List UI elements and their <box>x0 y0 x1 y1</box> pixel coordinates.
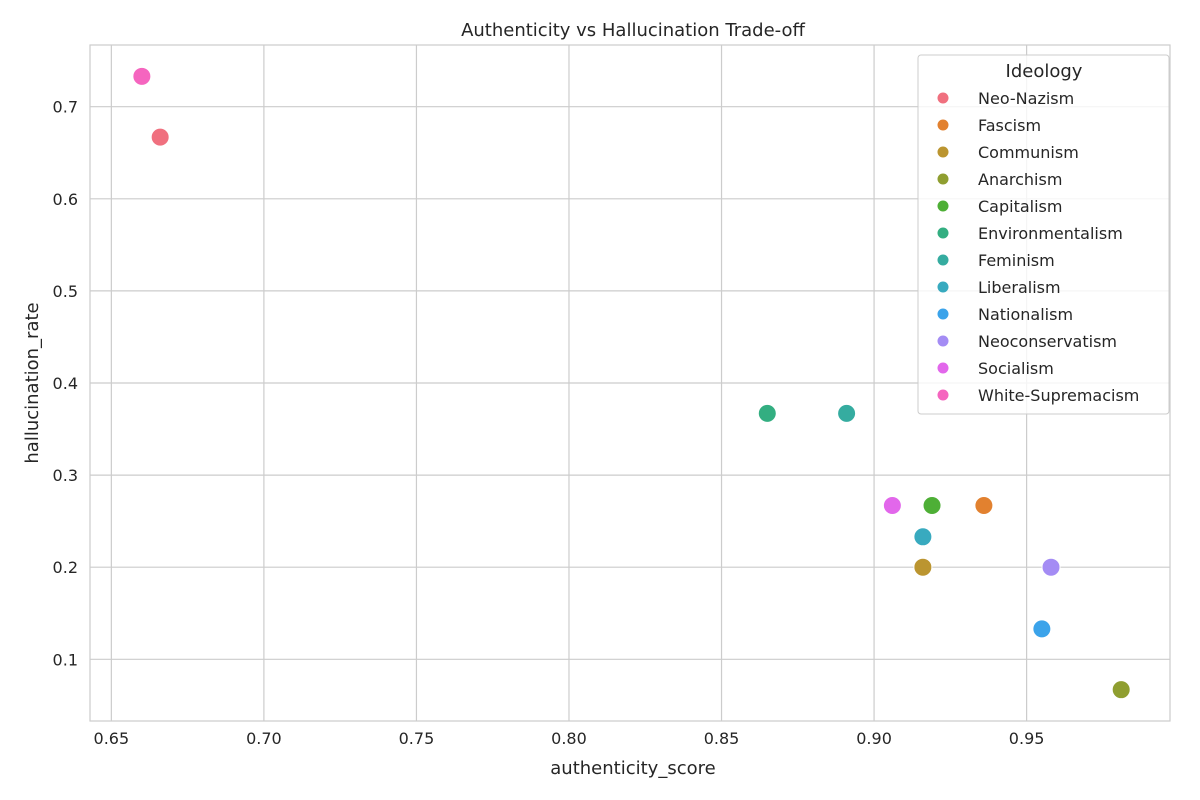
data-point-feminism <box>837 403 857 423</box>
x-tick-label: 0.80 <box>551 729 587 748</box>
legend-entry: Communism <box>978 143 1079 162</box>
legend: Ideology Neo-Nazism Fascism Communism Anarc… <box>917 54 1170 415</box>
y-tick-label: 0.6 <box>53 190 78 209</box>
legend-marker <box>937 173 949 185</box>
y-tick-label: 0.5 <box>53 282 78 301</box>
legend-marker <box>937 362 949 374</box>
legend-marker <box>937 119 949 131</box>
tick-labels: 0.65 0.70 0.75 0.80 0.85 0.90 0.95 0.1 0.2 0.3 0.4… <box>53 98 1045 748</box>
legend-entry: Feminism <box>978 251 1055 270</box>
data-point-liberalism <box>913 527 933 547</box>
data-point-neoconservatism <box>1041 557 1061 577</box>
y-tick-label: 0.4 <box>53 374 78 393</box>
y-tick-label: 0.3 <box>53 466 78 485</box>
legend-marker <box>937 281 949 293</box>
legend-marker <box>937 335 949 347</box>
data-point-neo-nazism <box>150 127 170 147</box>
y-axis-label: hallucination_rate <box>22 302 43 463</box>
x-tick-label: 0.65 <box>94 729 130 748</box>
legend-entry: Capitalism <box>978 197 1062 216</box>
legend-marker <box>937 227 949 239</box>
x-tick-label: 0.90 <box>856 729 892 748</box>
data-point-fascism <box>974 495 994 515</box>
y-tick-label: 0.1 <box>53 650 78 669</box>
legend-marker <box>937 200 949 212</box>
data-point-anarchism <box>1111 680 1131 700</box>
legend-entry: Environmentalism <box>978 224 1123 243</box>
x-tick-label: 0.70 <box>246 729 282 748</box>
x-axis-label: authenticity_score <box>550 758 715 779</box>
legend-marker <box>937 92 949 104</box>
legend-marker <box>937 146 949 158</box>
legend-entry: Liberalism <box>978 278 1061 297</box>
data-point-communism <box>913 557 933 577</box>
legend-marker <box>937 308 949 320</box>
x-tick-label: 0.75 <box>399 729 435 748</box>
legend-entry: Nationalism <box>978 305 1073 324</box>
legend-marker <box>937 389 949 401</box>
legend-title: Ideology <box>1006 61 1083 82</box>
data-point-nationalism <box>1032 619 1052 639</box>
data-point-white-supremacism <box>132 66 152 86</box>
plot-frame <box>89 44 1171 722</box>
data-points <box>132 66 1131 700</box>
x-tick-label: 0.95 <box>1009 729 1045 748</box>
data-point-capitalism <box>922 495 942 515</box>
legend-marker <box>937 254 949 266</box>
x-tick-label: 0.85 <box>704 729 740 748</box>
legend-entry: White-Supremacism <box>978 386 1139 405</box>
legend-entry: Neo-Nazism <box>978 89 1074 108</box>
data-point-environmentalism <box>757 403 777 423</box>
data-point-socialism <box>882 495 902 515</box>
y-tick-label: 0.7 <box>53 98 78 117</box>
y-tick-label: 0.2 <box>53 558 78 577</box>
legend-entry: Anarchism <box>978 170 1062 189</box>
legend-box <box>917 54 1170 415</box>
legend-entry: Fascism <box>978 116 1041 135</box>
legend-entry: Socialism <box>978 359 1054 378</box>
plot-border <box>89 44 1171 722</box>
chart-title: Authenticity vs Hallucination Trade-off <box>461 20 805 41</box>
legend-entry: Neoconservatism <box>978 332 1117 351</box>
